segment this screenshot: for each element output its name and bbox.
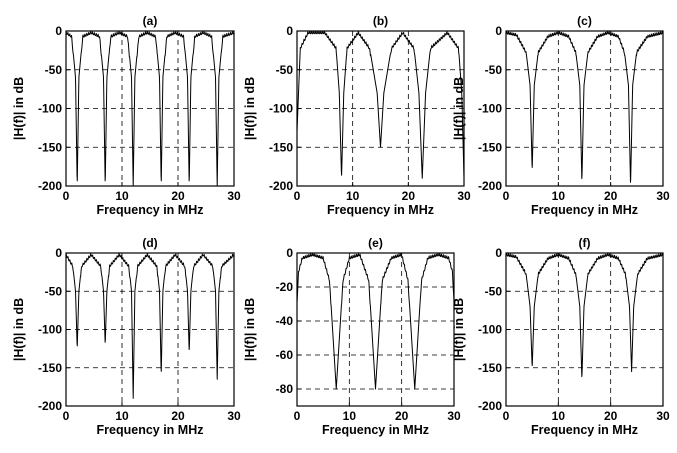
y-tick-label: -200 [38,179,62,193]
x-axis-label: Frequency in MHz [97,203,204,217]
chart-panel: (c) 0 10 20 30 0 -50 -100 -150 -200 Frequency in M… [452,14,670,217]
x-tick-label: 30 [656,409,670,423]
x-axis-label: Frequency in MHz [97,423,204,437]
x-tick-label: 0 [63,189,70,203]
y-tick-label: -50 [485,284,503,298]
chart-title: (d) [142,236,157,250]
series-line [505,30,664,183]
x-axis-label: Frequency in MHz [531,203,638,217]
x-tick-label: 10 [552,189,566,203]
y-tick-label: -50 [45,63,63,77]
chart-title: (c) [577,14,592,28]
chart-panel: (f) 0 10 20 30 0 -50 -100 -150 -200 Frequency in M… [452,236,670,437]
y-axis-label: |H(f)| in dB [452,77,466,140]
y-tick-label: -100 [38,102,62,116]
y-tick-label: -20 [276,280,294,294]
x-tick-label: 20 [171,409,185,423]
x-tick-label: 30 [227,189,241,203]
y-tick-label: -150 [38,361,62,375]
y-tick-label: -100 [38,323,62,337]
plot-frame [505,30,664,187]
x-tick-label: 10 [346,189,360,203]
y-axis-label: |H(f)| in dB [243,298,257,361]
series-line [296,252,455,390]
x-tick-label: 10 [115,409,129,423]
x-tick-label: 10 [552,409,566,423]
x-tick-label: 20 [395,409,409,423]
series-line [505,252,664,378]
x-tick-label: 30 [447,409,461,423]
x-tick-label: 20 [402,189,416,203]
y-tick-label: -200 [478,179,502,193]
y-tick-label: 0 [55,246,62,260]
x-tick-label: 0 [503,189,510,203]
y-tick-label: 0 [286,246,293,260]
y-tick-label: -50 [276,63,294,77]
y-axis-label: |H(f)| in dB [12,77,26,140]
y-tick-label: -100 [478,323,502,337]
chart-title: (b) [373,14,388,28]
y-tick-label: -50 [485,63,503,77]
y-tick-label: -200 [38,399,62,413]
series-line [65,30,235,187]
chart-panel: (e) 0 10 20 30 0 -20 -40 -60 -80 Frequency in MHz |… [243,236,461,437]
plot-frame [505,252,664,407]
y-tick-label: -200 [269,179,293,193]
y-tick-label: 0 [55,24,62,38]
chart-panel: (b) 0 10 20 30 0 -50 -100 -150 -200 Frequency in M… [243,14,471,217]
y-tick-label: -80 [276,382,294,396]
x-axis-label: Frequency in MHz [327,203,434,217]
series-line [296,30,465,179]
x-tick-label: 30 [457,189,471,203]
y-tick-label: -150 [478,140,502,154]
x-tick-label: 20 [604,409,618,423]
y-tick-label: 0 [286,24,293,38]
x-tick-label: 30 [656,189,670,203]
chart-panel: (a) 0 10 20 30 0 -50 -100 -150 -200 Frequency in M… [12,14,241,217]
chart-title: (a) [143,14,158,28]
y-tick-label: 0 [495,24,502,38]
chart-title: (e) [368,236,383,250]
y-tick-label: -200 [478,399,502,413]
y-tick-label: 0 [495,246,502,260]
y-axis-label: |H(f)| in dB [452,298,466,361]
x-axis-label: Frequency in MHz [531,423,638,437]
y-tick-label: -60 [276,348,294,362]
y-axis-label: |H(f)| in dB [12,298,26,361]
y-tick-label: -150 [38,140,62,154]
x-tick-label: 10 [115,189,129,203]
y-tick-label: -50 [45,284,63,298]
x-tick-label: 30 [227,409,241,423]
chart-title: (f) [579,236,591,250]
y-tick-label: -100 [269,102,293,116]
y-tick-label: -100 [478,102,502,116]
x-tick-label: 0 [503,409,510,423]
y-tick-label: -150 [478,361,502,375]
x-tick-label: 20 [171,189,185,203]
plot-frame [296,252,455,407]
x-tick-label: 0 [294,409,301,423]
y-tick-label: -40 [276,314,294,328]
y-axis-label: |H(f)| in dB [243,77,257,140]
chart-panel: (d) 0 10 20 30 0 -50 -100 -150 -200 Frequency in M… [12,236,241,437]
x-tick-label: 20 [604,189,618,203]
series-line [65,252,235,399]
x-tick-label: 10 [343,409,357,423]
y-tick-label: -150 [269,140,293,154]
x-tick-label: 0 [63,409,70,423]
x-tick-label: 0 [294,189,301,203]
x-axis-label: Frequency in MHz [322,423,429,437]
